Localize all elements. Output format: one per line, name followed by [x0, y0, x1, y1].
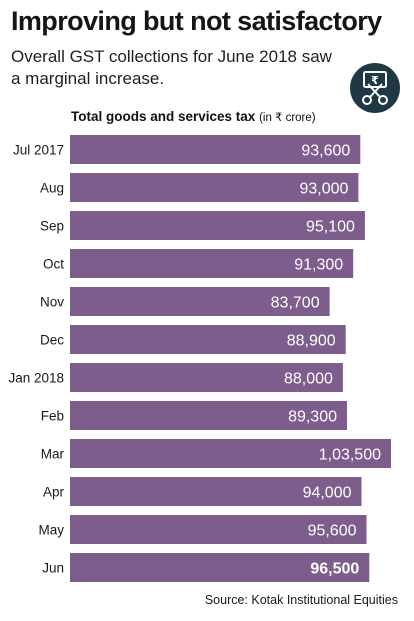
bar — [70, 249, 354, 278]
bar — [70, 135, 361, 164]
bar — [70, 173, 359, 202]
bar — [70, 553, 370, 582]
value-label: 96,500 — [310, 561, 359, 578]
value-label: 93,600 — [301, 143, 350, 160]
category-label: Nov — [40, 295, 64, 310]
rupee-note-icon — [363, 71, 387, 88]
scissors-blade-right — [367, 83, 381, 98]
value-label: 94,000 — [303, 485, 352, 502]
bar — [70, 363, 343, 392]
value-label: 1,03,500 — [319, 447, 381, 464]
source-note: Source: Kotak Institutional Equities — [204, 593, 398, 607]
bar — [70, 439, 391, 468]
category-label: Jun — [42, 561, 64, 576]
chart-title: Improving but not satisfactory — [11, 6, 382, 36]
value-label: 88,900 — [287, 333, 336, 350]
value-label: 95,600 — [308, 523, 357, 540]
category-label: Sep — [40, 219, 64, 234]
chart-heading: Total goods and services tax (in ₹ crore… — [71, 109, 316, 124]
bar — [70, 515, 367, 544]
scissors-blade-left — [369, 83, 383, 98]
value-label: 93,000 — [299, 181, 348, 198]
chart-heading-unit: (in ₹ crore) — [259, 112, 316, 124]
bar — [70, 401, 347, 430]
bar — [70, 211, 365, 240]
scissors-loop-right — [378, 95, 388, 105]
bar — [70, 325, 346, 354]
category-label: Apr — [43, 485, 65, 500]
rupee-scissors-icon: ₹ — [350, 63, 400, 113]
value-label: 89,300 — [288, 409, 337, 426]
value-label: 95,100 — [306, 219, 355, 236]
bar-chart: Jul 2017 93,600 Aug 93,000 Sep 95,100 Oct 91,30… — [8, 135, 391, 582]
bar — [70, 477, 362, 506]
value-label: 83,700 — [271, 295, 320, 312]
chart-heading-main: Total goods and services tax — [71, 109, 256, 124]
chart-subtitle: Overall GST collections for June 2018 sa… — [11, 47, 332, 88]
category-label: Dec — [40, 333, 64, 348]
bar — [70, 287, 330, 316]
category-label: Aug — [40, 181, 64, 196]
category-label: Jan 2018 — [8, 371, 64, 386]
category-label: May — [38, 523, 64, 538]
category-label: Feb — [41, 409, 64, 424]
value-label: 91,300 — [294, 257, 343, 274]
scissors-loop-left — [362, 95, 372, 105]
rupee-symbol-icon: ₹ — [371, 74, 379, 87]
category-label: Jul 2017 — [13, 143, 64, 158]
category-label: Mar — [41, 447, 65, 462]
category-label: Oct — [43, 257, 64, 272]
value-label: 88,000 — [284, 371, 333, 388]
